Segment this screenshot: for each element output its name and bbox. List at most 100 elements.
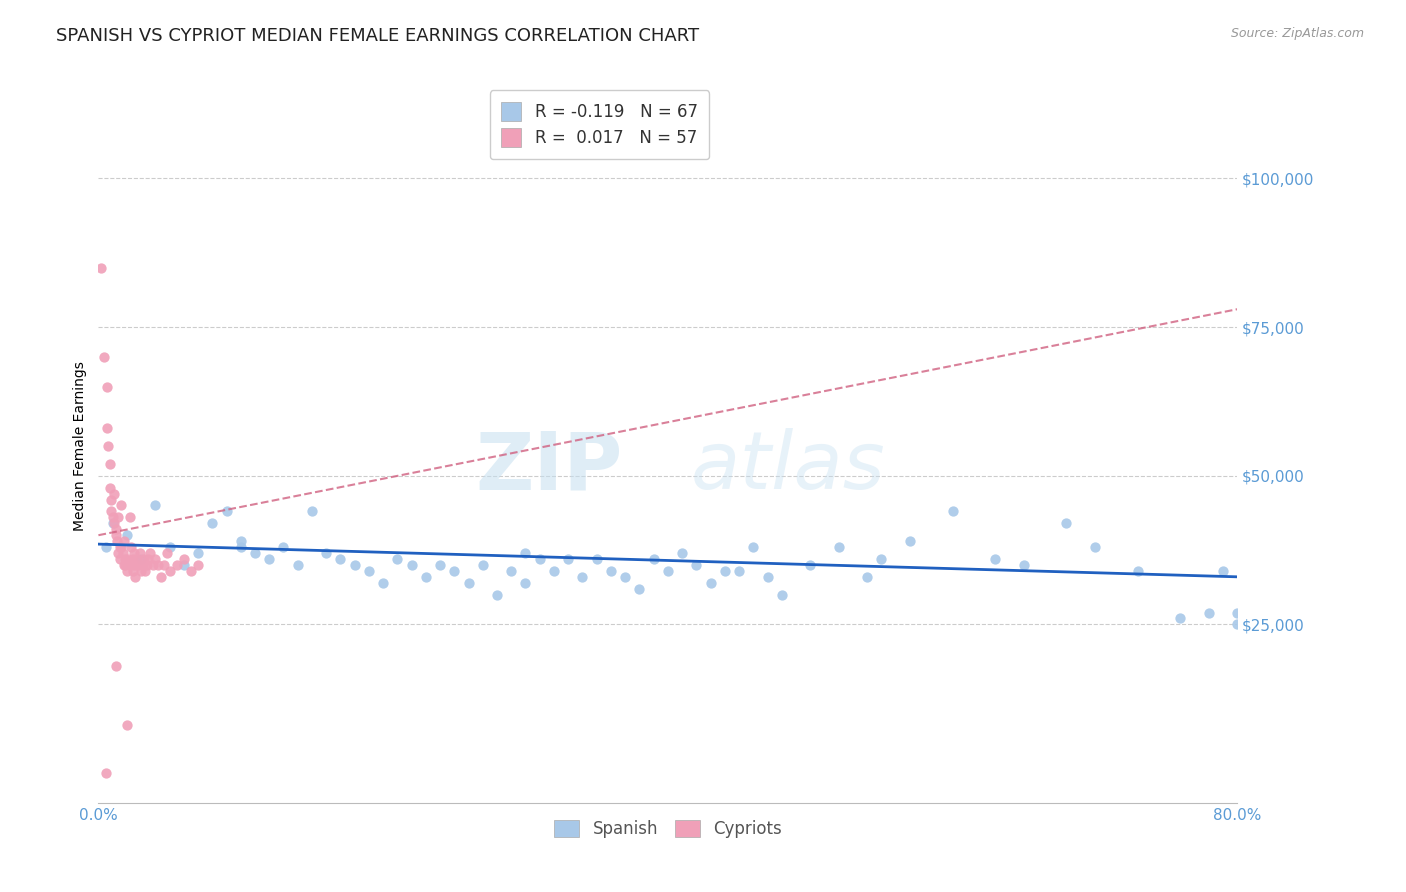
- Point: [501, 564, 523, 578]
- Point: [329, 552, 352, 566]
- Point: [387, 552, 409, 566]
- Point: [105, 534, 128, 549]
- Point: [107, 546, 129, 560]
- Point: [415, 570, 437, 584]
- Point: [180, 564, 202, 578]
- Y-axis label: Median Female Earnings: Median Female Earnings: [73, 361, 87, 531]
- Point: [103, 486, 125, 500]
- Point: [104, 522, 127, 536]
- Point: [90, 260, 112, 275]
- Point: [148, 558, 170, 572]
- Point: [114, 552, 136, 566]
- Point: [742, 540, 765, 554]
- Point: [125, 552, 148, 566]
- Point: [457, 575, 479, 590]
- Point: [699, 575, 721, 590]
- Point: [127, 558, 149, 572]
- Point: [401, 558, 423, 572]
- Point: [343, 558, 366, 572]
- Point: [671, 546, 693, 560]
- Point: [96, 421, 118, 435]
- Text: SPANISH VS CYPRIOT MEDIAN FEMALE EARNINGS CORRELATION CHART: SPANISH VS CYPRIOT MEDIAN FEMALE EARNING…: [56, 27, 699, 45]
- Point: [112, 558, 135, 572]
- Point: [94, 540, 117, 554]
- Point: [122, 546, 145, 560]
- Point: [756, 570, 779, 584]
- Point: [112, 534, 135, 549]
- Point: [129, 552, 152, 566]
- Point: [229, 540, 252, 554]
- Point: [104, 528, 127, 542]
- Point: [115, 528, 138, 542]
- Point: [1226, 617, 1249, 632]
- Point: [115, 718, 138, 732]
- Point: [117, 552, 139, 566]
- Point: [373, 575, 395, 590]
- Point: [121, 564, 143, 578]
- Point: [870, 552, 893, 566]
- Point: [828, 540, 851, 554]
- Point: [515, 546, 537, 560]
- Point: [728, 564, 751, 578]
- Point: [301, 504, 323, 518]
- Point: [121, 552, 143, 566]
- Point: [131, 558, 153, 572]
- Point: [515, 575, 537, 590]
- Text: Source: ZipAtlas.com: Source: ZipAtlas.com: [1230, 27, 1364, 40]
- Point: [287, 558, 309, 572]
- Point: [93, 350, 115, 364]
- Point: [614, 570, 637, 584]
- Point: [118, 558, 141, 572]
- Point: [111, 546, 134, 560]
- Point: [159, 564, 181, 578]
- Point: [1126, 564, 1149, 578]
- Point: [145, 552, 167, 566]
- Point: [529, 552, 551, 566]
- Point: [1212, 564, 1234, 578]
- Point: [173, 558, 195, 572]
- Point: [97, 439, 120, 453]
- Point: [98, 457, 121, 471]
- Point: [124, 570, 146, 584]
- Point: [101, 510, 124, 524]
- Point: [120, 540, 142, 554]
- Point: [942, 504, 965, 518]
- Point: [1226, 606, 1249, 620]
- Point: [657, 564, 679, 578]
- Point: [1056, 516, 1078, 531]
- Point: [100, 504, 122, 518]
- Point: [770, 588, 793, 602]
- Point: [187, 558, 209, 572]
- Point: [898, 534, 921, 549]
- Point: [166, 558, 188, 572]
- Point: [856, 570, 879, 584]
- Point: [103, 516, 125, 531]
- Point: [159, 540, 181, 554]
- Point: [571, 570, 593, 584]
- Point: [243, 546, 266, 560]
- Point: [1170, 611, 1192, 625]
- Point: [443, 564, 465, 578]
- Point: [215, 504, 238, 518]
- Point: [114, 558, 136, 572]
- Point: [585, 552, 607, 566]
- Point: [259, 552, 281, 566]
- Point: [145, 499, 167, 513]
- Point: [984, 552, 1007, 566]
- Point: [135, 558, 157, 572]
- Point: [685, 558, 707, 572]
- Point: [173, 552, 195, 566]
- Point: [201, 516, 224, 531]
- Text: atlas: atlas: [690, 428, 886, 507]
- Point: [94, 766, 117, 780]
- Point: [110, 540, 132, 554]
- Point: [600, 564, 623, 578]
- Point: [543, 564, 565, 578]
- Point: [273, 540, 295, 554]
- Point: [471, 558, 494, 572]
- Text: ZIP: ZIP: [475, 428, 623, 507]
- Point: [108, 540, 131, 554]
- Point: [132, 552, 155, 566]
- Point: [150, 570, 173, 584]
- Point: [101, 516, 124, 531]
